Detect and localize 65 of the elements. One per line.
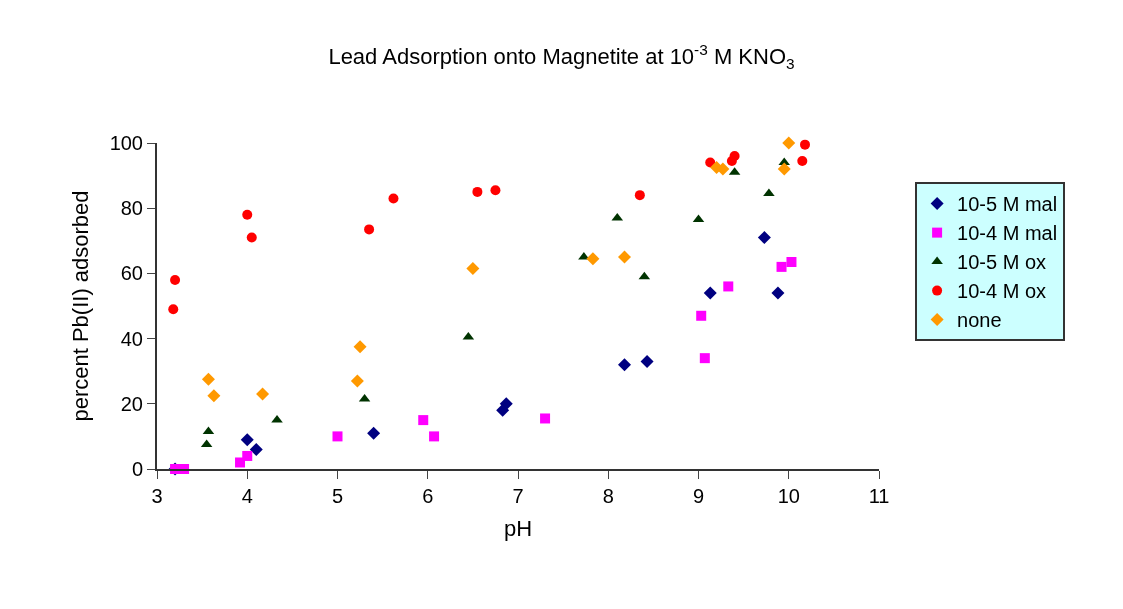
x-tick-label: 5 xyxy=(331,485,344,507)
y-tick-label: 20 xyxy=(120,392,143,415)
point xyxy=(499,397,513,411)
x-axis-title: pH xyxy=(503,516,533,542)
point xyxy=(634,190,645,201)
point xyxy=(240,433,254,447)
legend-label: none xyxy=(957,309,1002,332)
chart-title: Lead Adsorption onto Magnetite at 10$^{-3}$ M KNO$_{3}$ xyxy=(328,40,795,72)
y-tick-label: 0 xyxy=(131,458,143,480)
point xyxy=(350,374,364,388)
point xyxy=(696,310,707,321)
point xyxy=(332,431,343,442)
point xyxy=(207,389,221,403)
point xyxy=(771,286,785,300)
point xyxy=(170,274,181,285)
x-tick-label: 11 xyxy=(868,485,890,507)
y-tick-label: 60 xyxy=(120,262,143,285)
point xyxy=(782,136,796,150)
x-tick-label: 4 xyxy=(241,485,253,507)
x-tick-label: 9 xyxy=(692,485,705,507)
point xyxy=(256,387,270,401)
legend-label: 10-4 M mal xyxy=(957,222,1058,245)
point xyxy=(586,252,600,266)
point xyxy=(242,450,253,461)
point xyxy=(249,442,263,456)
x-tick-label: 3 xyxy=(151,485,163,507)
point xyxy=(723,281,734,292)
point xyxy=(490,185,501,196)
legend-label: 10-5 M mal xyxy=(957,193,1058,216)
point xyxy=(367,426,381,440)
y-tick-label: 100 xyxy=(109,132,143,154)
point xyxy=(777,162,791,176)
point xyxy=(472,186,483,197)
point xyxy=(797,155,808,166)
y-axis-title: percent Pb(II) adsorbed xyxy=(67,190,93,422)
x-tick-label: 10 xyxy=(777,485,800,507)
point xyxy=(757,231,771,245)
point xyxy=(729,151,740,162)
x-tick-label: 7 xyxy=(512,485,524,507)
point xyxy=(201,372,215,386)
point xyxy=(353,340,367,354)
point xyxy=(640,354,654,368)
point xyxy=(540,413,551,424)
point xyxy=(618,358,631,372)
point xyxy=(246,232,257,243)
legend-label: 10-5 M ox xyxy=(957,251,1047,274)
point xyxy=(786,256,797,267)
x-tick-label: 8 xyxy=(602,485,614,507)
legend-label: 10-4 M ox xyxy=(957,280,1047,303)
point xyxy=(242,209,253,220)
y-tick-label: 40 xyxy=(120,327,143,350)
point xyxy=(388,193,399,204)
y-tick-label: 80 xyxy=(120,197,143,220)
point xyxy=(800,139,810,150)
point xyxy=(418,415,429,426)
point xyxy=(429,431,440,442)
x-tick-label: 6 xyxy=(422,485,434,507)
point xyxy=(776,261,787,272)
point xyxy=(699,353,710,364)
point xyxy=(763,188,775,197)
point xyxy=(703,286,717,300)
point xyxy=(618,250,631,264)
point xyxy=(466,262,480,276)
point xyxy=(168,304,179,315)
point xyxy=(364,224,375,235)
